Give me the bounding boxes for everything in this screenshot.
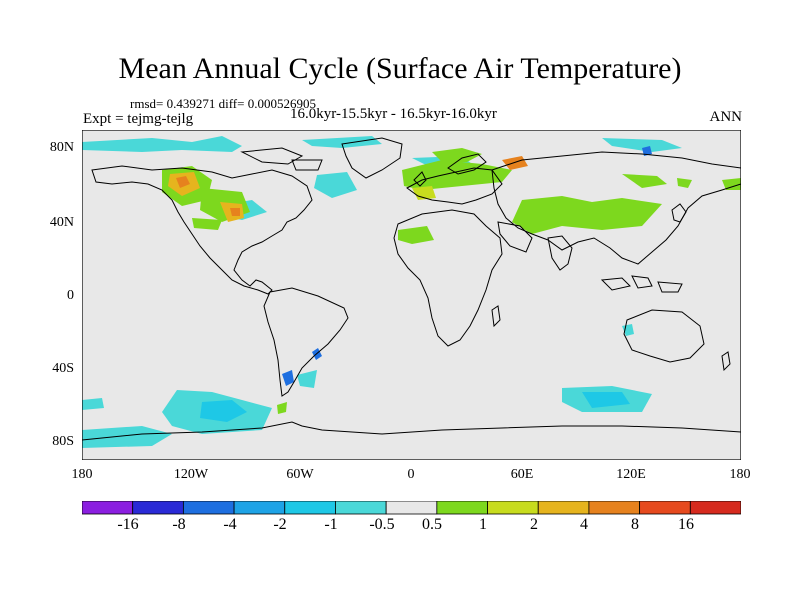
coastlines	[82, 137, 741, 460]
colorbar-box-9	[537, 501, 590, 515]
colorbar-box-12	[689, 501, 741, 515]
colorbar-box-0	[82, 501, 134, 515]
colorbar-label-1: 1	[479, 516, 487, 533]
colorbar-box-11	[639, 501, 691, 515]
colorbar	[82, 501, 741, 515]
colorbar-label-m8: -8	[172, 516, 186, 533]
lat-tick-80n: 80N	[49, 140, 74, 155]
colorbar-label-16: 16	[678, 516, 694, 533]
colorbar-box-10	[588, 501, 641, 515]
rmsd-diff-stats: rmsd= 0.439271 diff= 0.000526905	[130, 96, 316, 111]
lat-tick-80s: 80S	[52, 434, 74, 449]
lon-tick-0: 0	[407, 467, 415, 482]
lon-tick-180e: 180	[729, 467, 751, 482]
lon-tick-60w: 60W	[286, 467, 314, 482]
colorbar-label-4: 4	[580, 516, 588, 533]
colorbar-label-05: 0.5	[422, 516, 442, 533]
period-label: 16.0kyr-15.5kyr - 16.5kyr-16.0kyr	[290, 106, 497, 122]
lat-tick-40s: 40S	[52, 361, 74, 376]
colorbar-label-8: 8	[631, 516, 639, 533]
lon-tick-180w: 180	[71, 467, 93, 482]
colorbar-box-6	[385, 501, 438, 515]
colorbar-label-m05: -0.5	[369, 516, 395, 533]
lon-tick-120w: 120W	[173, 467, 209, 482]
lat-tick-40n: 40N	[49, 215, 74, 230]
lat-tick-0: 0	[67, 288, 74, 303]
colorbar-label-m16: -16	[117, 516, 139, 533]
colorbar-label-m4: -4	[223, 516, 237, 533]
temperature-difference-map	[82, 130, 741, 460]
lon-tick-60e: 60E	[510, 467, 534, 482]
experiment-label: Expt = tejmg-tejlg	[83, 111, 194, 127]
colorbar-box-7	[436, 501, 488, 515]
colorbar-box-8	[487, 501, 539, 515]
colorbar-box-5	[335, 501, 387, 515]
colorbar-label-2: 2	[530, 516, 538, 533]
colorbar-box-2	[182, 501, 235, 515]
chart-title: Mean Annual Cycle (Surface Air Temperatu…	[118, 52, 682, 85]
colorbar-box-3	[233, 501, 286, 515]
colorbar-label-m1: -1	[324, 516, 338, 533]
colorbar-label-m2: -2	[273, 516, 287, 533]
colorbar-box-4	[284, 501, 336, 515]
season-label: ANN	[709, 109, 743, 125]
lon-tick-120e: 120E	[616, 467, 646, 482]
colorbar-box-1	[132, 501, 184, 515]
